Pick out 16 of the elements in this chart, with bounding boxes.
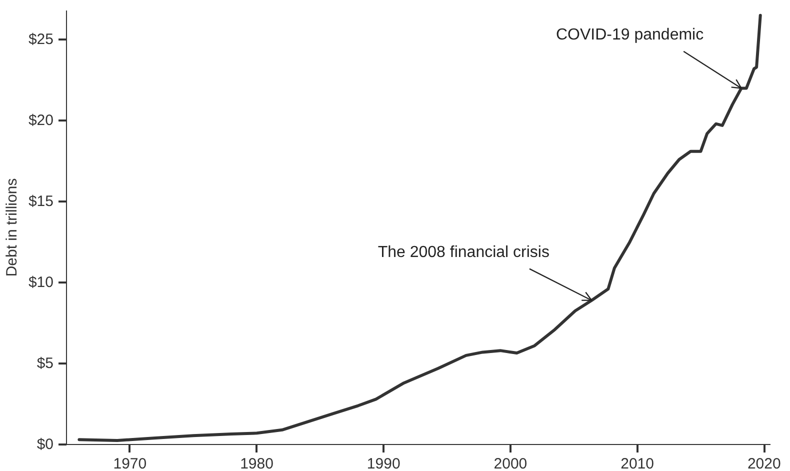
y-tick-label: $5 bbox=[36, 355, 54, 372]
x-tick-label: 1990 bbox=[366, 456, 400, 471]
y-tick-label: $15 bbox=[28, 193, 54, 210]
y-tick-label: $10 bbox=[28, 274, 54, 292]
y-tick-label: $0 bbox=[36, 436, 54, 453]
annotation: The 2008 financial crisis bbox=[378, 244, 550, 261]
x-tick-label: 2000 bbox=[494, 456, 528, 471]
y-tick-label: $25 bbox=[28, 31, 54, 48]
x-tick-label: 2020 bbox=[747, 456, 781, 471]
y-axis-title: Debt in trillions bbox=[3, 178, 20, 277]
x-tick-label: 2010 bbox=[620, 456, 654, 471]
x-tick-label: 1970 bbox=[113, 456, 147, 471]
line-series bbox=[78, 14, 762, 442]
x-tick-label: 1980 bbox=[240, 456, 274, 471]
annotation: COVID-19 pandemic bbox=[556, 26, 704, 44]
y-tick-label: $20 bbox=[28, 112, 54, 130]
